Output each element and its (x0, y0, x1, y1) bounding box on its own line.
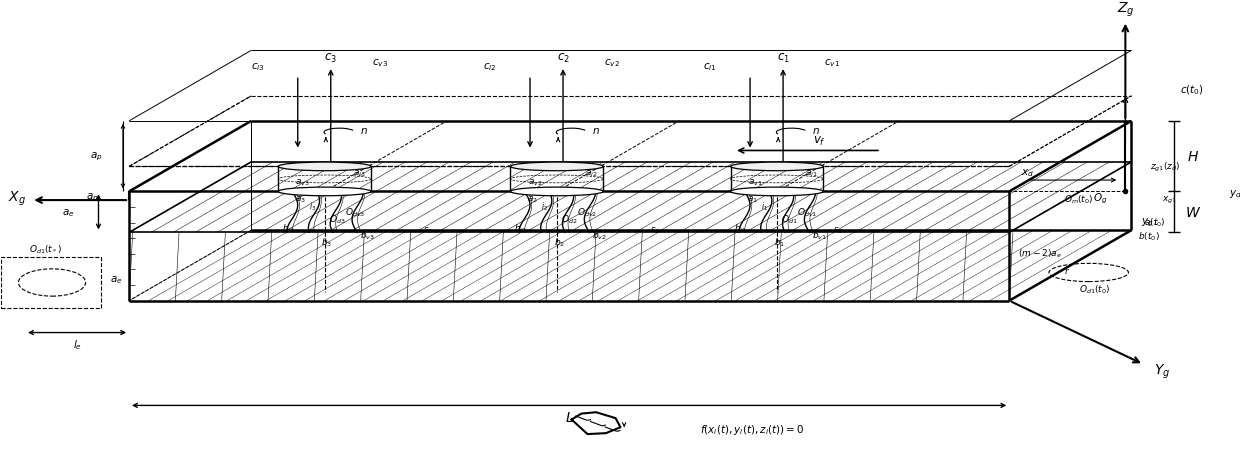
Text: $n$: $n$ (593, 125, 600, 136)
Text: $x_{g1}$: $x_{g1}$ (1162, 194, 1177, 206)
Text: $O_g$: $O_g$ (1092, 192, 1107, 206)
Text: $a_p$: $a_p$ (89, 150, 102, 163)
Text: $r$: $r$ (1064, 266, 1070, 275)
Bar (1, 258, 100, 308)
Text: $a_{i2}$: $a_{i2}$ (585, 169, 598, 179)
Text: $i_2$: $i_2$ (541, 200, 548, 213)
Text: $b_3$: $b_3$ (321, 236, 332, 248)
Ellipse shape (730, 163, 823, 171)
Text: $a_{v3}$: $a_{v3}$ (295, 177, 310, 187)
Text: $s_0$: $s_0$ (650, 225, 660, 236)
Text: $y_d$: $y_d$ (1229, 187, 1240, 199)
Text: $n$: $n$ (360, 125, 368, 136)
Text: $z_{g1}(z_d)$: $z_{g1}(z_d)$ (1149, 161, 1180, 174)
Text: $b_1$: $b_1$ (774, 236, 785, 248)
Text: $O_{dv2}$: $O_{dv2}$ (578, 206, 598, 219)
Text: $b_{i2}$: $b_{i2}$ (513, 222, 527, 235)
Text: $O_{dv3}$: $O_{dv3}$ (345, 206, 366, 219)
Text: $b_{i3}$: $b_{i3}$ (281, 222, 294, 235)
Text: $(m-2)a_e$: $(m-2)a_e$ (1018, 247, 1061, 260)
Text: $O_{d1}(t_0)$: $O_{d1}(t_0)$ (1079, 282, 1111, 295)
Text: $c_3$: $c_3$ (325, 51, 337, 64)
Text: $b_{v2}$: $b_{v2}$ (593, 229, 608, 241)
Text: $O_{d3}$: $O_{d3}$ (329, 213, 345, 225)
Text: $b_{v1}$: $b_{v1}$ (812, 229, 827, 241)
Text: $s_0$: $s_0$ (833, 225, 843, 236)
Text: $a_2$: $a_2$ (527, 194, 538, 204)
Ellipse shape (511, 188, 604, 196)
Text: $O_{d1}(t_*)$: $O_{d1}(t_*)$ (30, 243, 62, 255)
Text: $b_{v3}$: $b_{v3}$ (360, 229, 374, 241)
Text: $a_{i3}$: $a_{i3}$ (352, 169, 366, 179)
Ellipse shape (511, 163, 604, 171)
Text: $Z_g$: $Z_g$ (1116, 1, 1135, 19)
Text: $a_e$: $a_e$ (110, 274, 123, 286)
Text: $O_{d1}$: $O_{d1}$ (781, 213, 797, 225)
Text: $b_2$: $b_2$ (554, 236, 565, 248)
Text: $X_g$: $X_g$ (7, 189, 26, 207)
Text: $a_1$: $a_1$ (746, 194, 758, 204)
Text: $i_1$: $i_1$ (761, 200, 769, 213)
Text: $y_{g1}$: $y_{g1}$ (1141, 217, 1158, 229)
Text: $s_0$: $s_0$ (423, 225, 434, 236)
Text: $a_e$: $a_e$ (62, 206, 74, 219)
Text: $a(t_0)$: $a(t_0)$ (1143, 216, 1166, 229)
Text: $a_{v2}$: $a_{v2}$ (527, 177, 542, 187)
Text: $W$: $W$ (1184, 206, 1200, 219)
Ellipse shape (278, 188, 371, 196)
Text: $L$: $L$ (564, 410, 574, 424)
Text: $b_{i1}$: $b_{i1}$ (734, 222, 746, 235)
Text: $l_e$: $l_e$ (73, 338, 82, 351)
Text: $x_d$: $x_d$ (1021, 167, 1034, 179)
Text: $c_{i3}$: $c_{i3}$ (250, 61, 264, 73)
Text: $i_3$: $i_3$ (309, 200, 316, 213)
Text: $O_{dv1}$: $O_{dv1}$ (797, 206, 817, 219)
Text: $c_{v3}$: $c_{v3}$ (372, 56, 388, 69)
Ellipse shape (730, 188, 823, 196)
Text: $n$: $n$ (812, 125, 820, 136)
Text: $c_{v1}$: $c_{v1}$ (825, 56, 839, 69)
Text: $H$: $H$ (1187, 150, 1199, 164)
Text: $c_{i2}$: $c_{i2}$ (482, 61, 496, 73)
Text: $c_{i1}$: $c_{i1}$ (703, 61, 717, 73)
Text: $c_2$: $c_2$ (557, 51, 569, 64)
Text: $f(x_i(t),y_i(t),z_i(t))=0$: $f(x_i(t),y_i(t),z_i(t))=0$ (701, 422, 805, 436)
Text: $a_3$: $a_3$ (295, 194, 306, 204)
Text: $O_{d2}$: $O_{d2}$ (560, 213, 578, 225)
Text: $a_p$: $a_p$ (86, 191, 98, 203)
Text: $v_f$: $v_f$ (813, 134, 826, 147)
Text: $Y_g$: $Y_g$ (1154, 363, 1171, 381)
Text: $a_{i1}$: $a_{i1}$ (805, 169, 817, 179)
Text: $c_{v2}$: $c_{v2}$ (604, 56, 620, 69)
Text: $c_1$: $c_1$ (776, 51, 790, 64)
Ellipse shape (278, 163, 371, 171)
Text: $c(t_0)$: $c(t_0)$ (1180, 83, 1204, 97)
Text: $b(t_0)$: $b(t_0)$ (1137, 230, 1159, 243)
Text: $a_{v1}$: $a_{v1}$ (748, 177, 763, 187)
Text: $O_m(t_0)$: $O_m(t_0)$ (1064, 193, 1094, 206)
